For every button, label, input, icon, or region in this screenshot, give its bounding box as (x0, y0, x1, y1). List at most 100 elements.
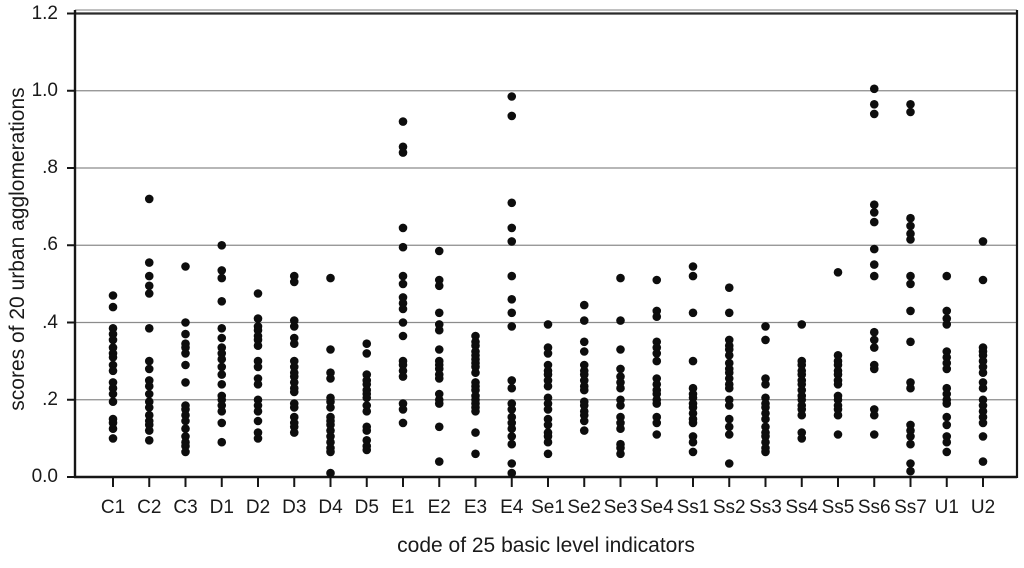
data-point (507, 424, 517, 434)
data-point (688, 356, 698, 366)
data-point (398, 372, 408, 381)
data-point (181, 447, 190, 457)
data-point (797, 434, 807, 443)
data-point (942, 412, 952, 422)
data-point (942, 447, 952, 457)
data-point (217, 333, 227, 343)
data-point (253, 434, 263, 443)
data-point (217, 297, 227, 306)
data-point (543, 437, 553, 447)
x-tick-label: Ss2 (712, 497, 746, 518)
x-tick-label: E4 (500, 497, 524, 518)
x-axis-title: code of 25 basic level indicators (397, 534, 695, 557)
data-point (616, 316, 625, 325)
x-tick-label: Ss1 (676, 497, 710, 518)
data-point (434, 374, 444, 383)
data-point (543, 349, 553, 358)
data-point (507, 322, 517, 331)
data-point (253, 314, 263, 323)
data-point (942, 437, 952, 447)
data-point (398, 117, 408, 126)
data-point (579, 416, 589, 426)
data-point (289, 277, 299, 287)
data-point (144, 364, 154, 374)
data-point (362, 339, 372, 349)
data-point (471, 368, 480, 378)
data-point (652, 275, 662, 285)
data-point (507, 468, 517, 478)
data-point (688, 262, 698, 271)
data-point (434, 422, 444, 432)
data-point (144, 324, 154, 333)
data-point (616, 273, 625, 283)
data-point (652, 430, 662, 439)
data-point (253, 407, 263, 416)
data-point (507, 432, 517, 441)
data-point (724, 283, 734, 293)
x-tick-label: E1 (391, 497, 415, 518)
y-tick-label: 0.0 (31, 466, 58, 487)
data-point (543, 449, 553, 459)
data-point (398, 279, 408, 289)
data-point (797, 410, 807, 420)
data-point (507, 295, 517, 304)
data-point (398, 148, 408, 157)
x-tick-label: C2 (137, 497, 162, 518)
data-point (869, 260, 879, 269)
data-point (434, 457, 444, 466)
data-point (942, 271, 952, 281)
data-point (398, 304, 408, 314)
x-tick-label: U2 (970, 497, 996, 518)
data-point (507, 376, 517, 385)
data-point (434, 345, 444, 354)
data-point (362, 445, 372, 455)
data-point (507, 111, 517, 121)
data-point (978, 432, 988, 441)
x-tick-label: Ss7 (894, 497, 927, 518)
data-point (217, 241, 227, 250)
data-point (652, 356, 662, 366)
y-tick-label: 1.2 (31, 2, 58, 24)
data-point (108, 335, 118, 345)
data-point (833, 380, 843, 389)
data-point (906, 439, 915, 449)
data-point (144, 389, 154, 399)
data-point (906, 383, 915, 393)
data-point (108, 302, 118, 312)
data-point (616, 449, 625, 459)
data-point (398, 318, 408, 327)
x-tick-label: Se1 (531, 497, 565, 518)
x-tick-label: Se4 (639, 497, 674, 518)
data-point (724, 459, 734, 468)
data-point (906, 466, 915, 476)
data-point (434, 325, 444, 335)
data-point (869, 100, 879, 109)
x-tick-label: U1 (934, 497, 959, 518)
data-point (906, 107, 915, 117)
data-point (942, 320, 952, 329)
data-point (507, 271, 517, 281)
y-tick-label: .4 (42, 311, 58, 333)
data-point (579, 300, 589, 310)
x-tick-label: Ss6 (857, 497, 891, 518)
data-point (978, 418, 988, 428)
data-point (507, 459, 517, 468)
data-point (761, 414, 770, 424)
data-point (253, 289, 263, 298)
data-point (724, 308, 734, 318)
data-point (906, 459, 915, 468)
data-point (869, 410, 879, 420)
data-point (906, 337, 915, 347)
data-point (471, 449, 480, 459)
data-point (217, 380, 227, 389)
data-point (217, 324, 227, 333)
data-point (144, 403, 154, 412)
data-point (434, 281, 444, 291)
data-point (108, 353, 118, 362)
data-point (869, 271, 879, 281)
data-point (942, 420, 952, 430)
data-point (906, 213, 915, 223)
data-point (906, 306, 915, 316)
